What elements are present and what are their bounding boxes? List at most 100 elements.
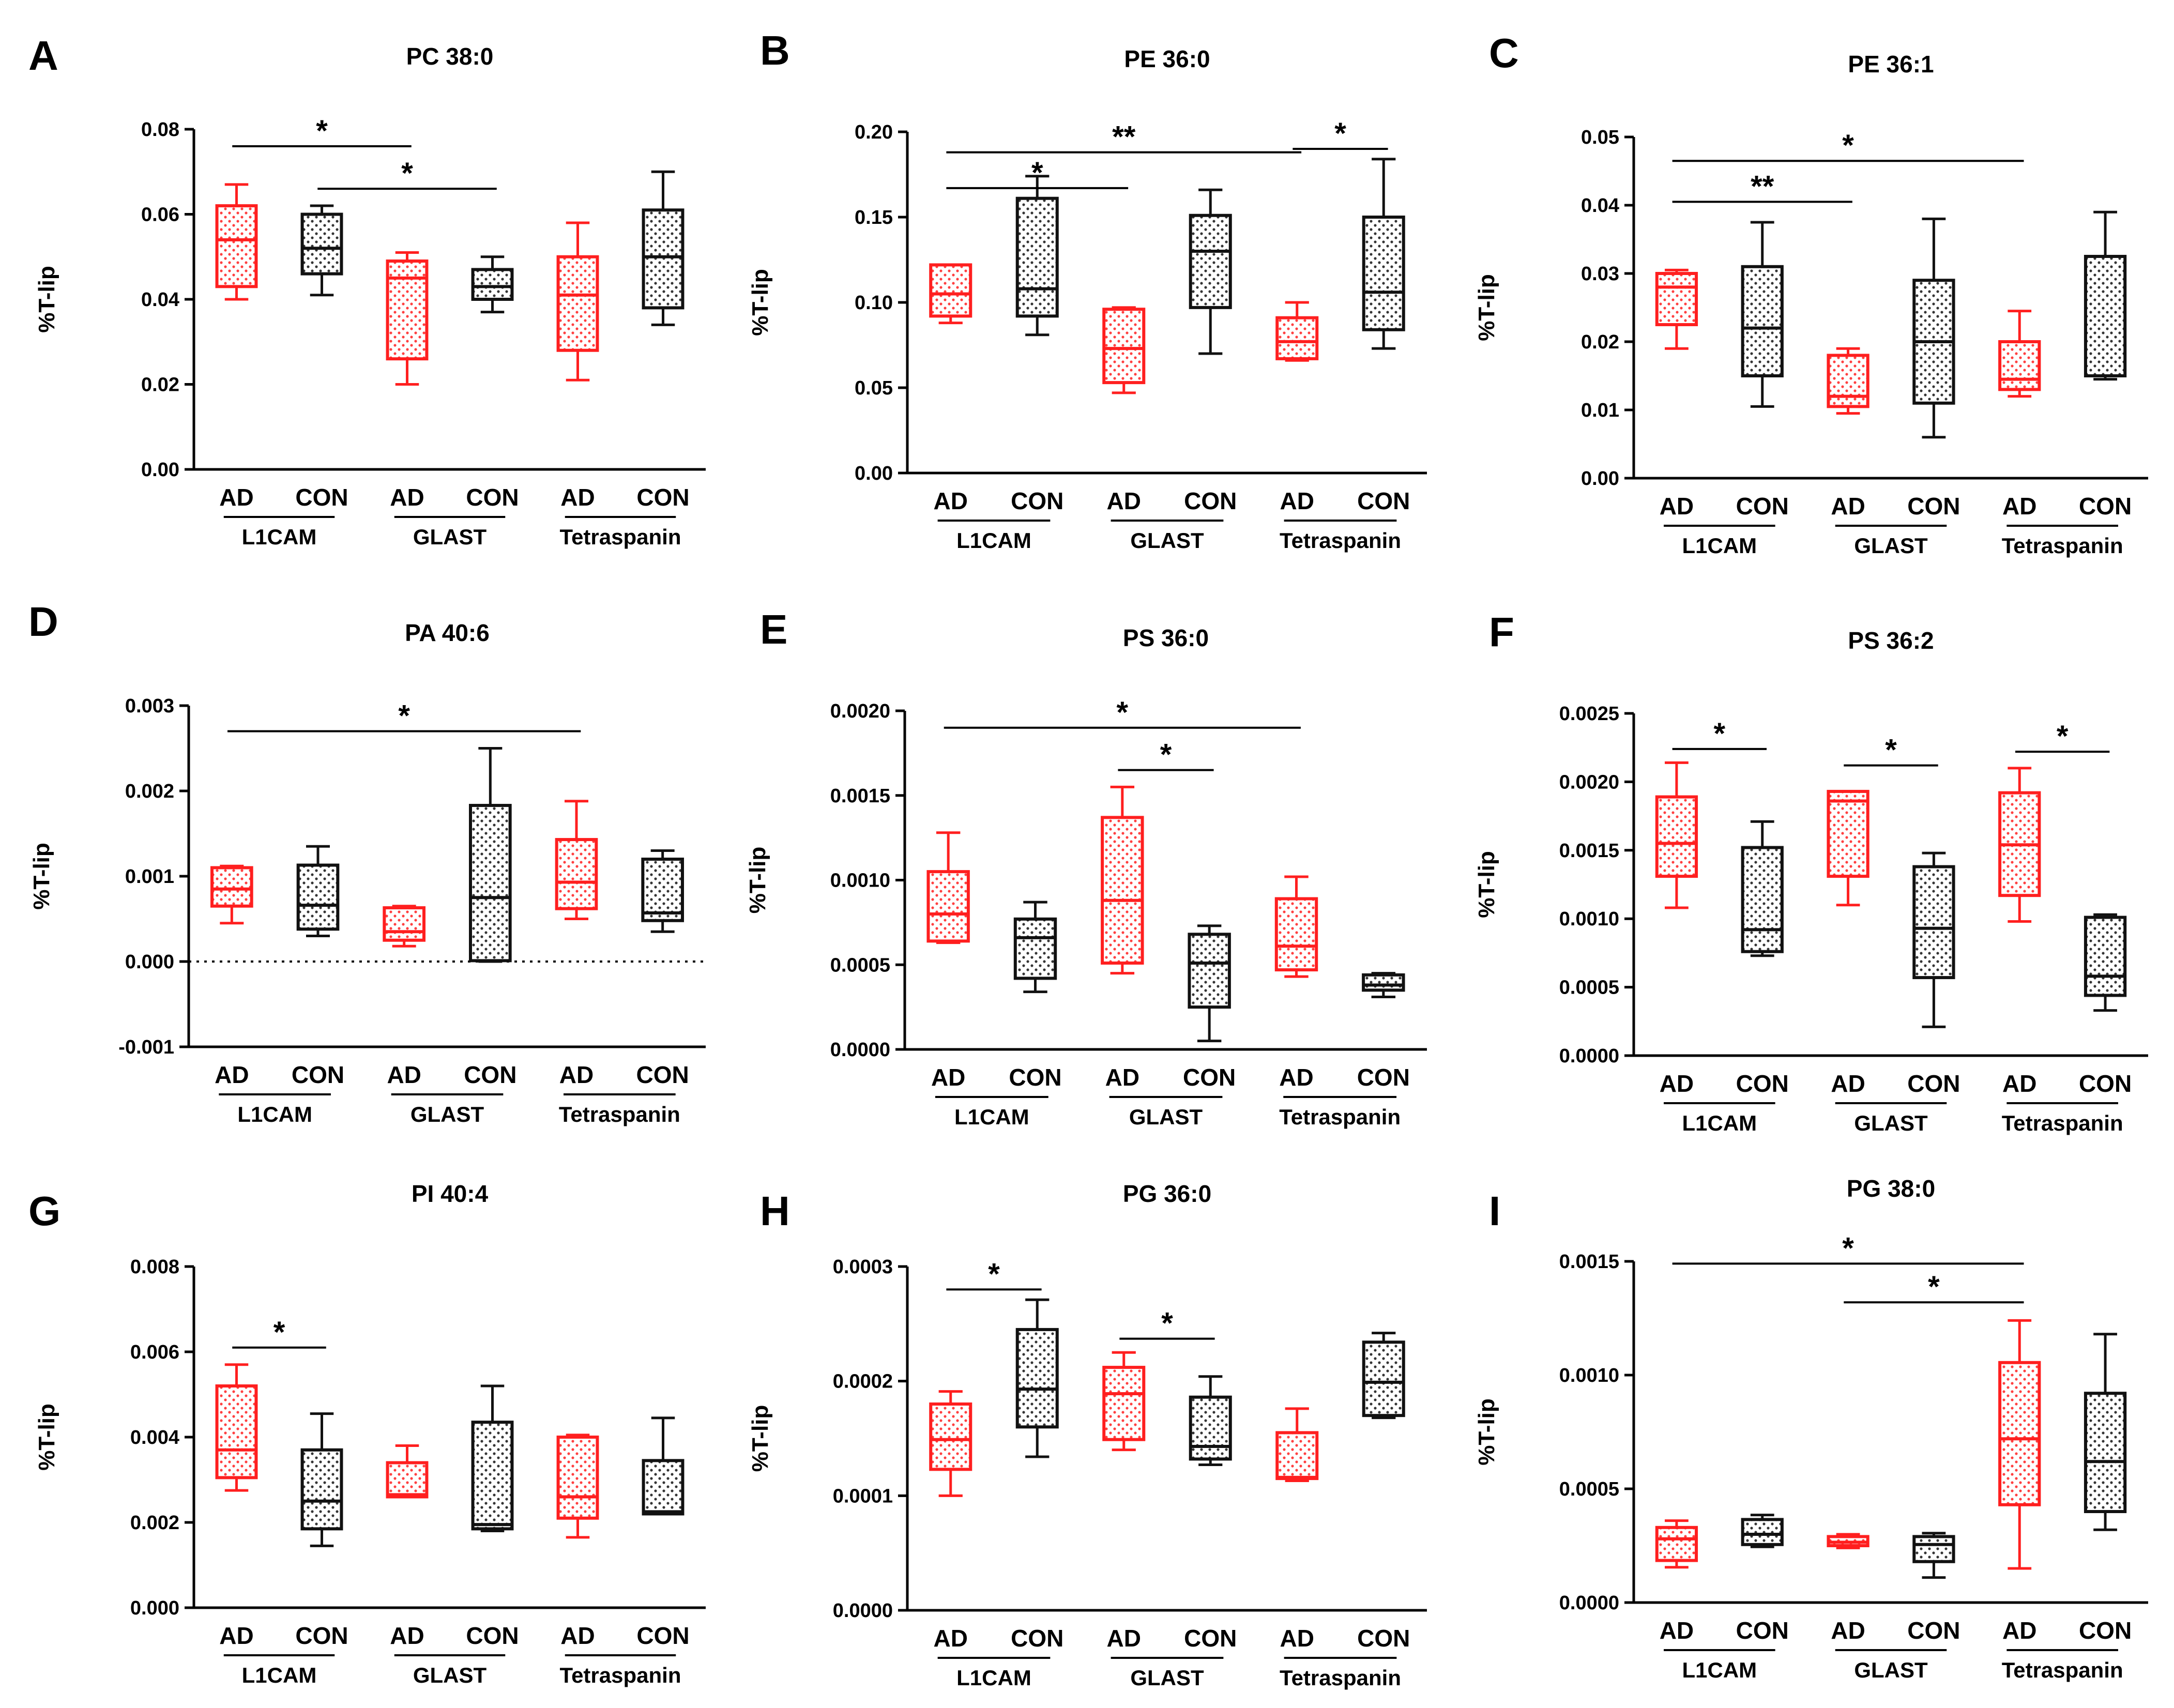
y-tick-label: 0.01 (1581, 400, 1619, 421)
x-category-label: CON (1011, 1625, 1063, 1652)
y-tick-label: 0.008 (130, 1256, 179, 1278)
x-category-label: AD (1660, 493, 1694, 520)
iqr-box (215, 204, 258, 288)
iqr-box (386, 1461, 429, 1499)
y-tick-label: 0.10 (855, 292, 893, 314)
y-tick-label: 0.0000 (1559, 1045, 1619, 1067)
iqr-box (2084, 916, 2127, 997)
y-tick-label: 0.00 (855, 463, 893, 484)
y-tick-label: 0.0005 (1559, 1478, 1619, 1500)
iqr-box (300, 1448, 343, 1531)
group-label: GLAST (413, 1663, 487, 1687)
x-category-label: AD (1831, 1070, 1865, 1097)
box-con (1912, 217, 1955, 439)
x-category-label: CON (1011, 487, 1063, 514)
box-con (1015, 175, 1059, 337)
panel-letter: F (1489, 609, 1514, 655)
x-category-label: AD (387, 1061, 421, 1088)
significance-label: * (1117, 696, 1129, 729)
y-tick-label: 0.002 (125, 781, 174, 802)
group-label: L1CAM (1682, 1111, 1757, 1135)
y-tick-label: 0.00 (141, 459, 179, 481)
group-label: L1CAM (956, 528, 1031, 553)
iqr-box (1274, 897, 1318, 972)
box-con (469, 747, 512, 963)
x-category-label: CON (1357, 1625, 1410, 1652)
x-category-label: AD (934, 487, 968, 514)
significance-label: ** (1112, 120, 1136, 154)
significance-label: * (273, 1316, 285, 1349)
box-con (1189, 188, 1232, 355)
x-category-label: AD (1105, 1064, 1139, 1091)
x-category-label: AD (219, 1622, 253, 1649)
y-tick-label: 0.001 (125, 866, 174, 888)
iqr-box (1362, 216, 1405, 331)
group-label: Tetraspanin (2002, 533, 2123, 558)
y-tick-label: 0.0015 (1559, 840, 1619, 862)
iqr-box (642, 208, 685, 310)
panel-letter: B (760, 27, 790, 73)
iqr-box (296, 863, 340, 931)
group-label: Tetraspanin (560, 1663, 681, 1687)
box-con (1015, 1298, 1059, 1458)
iqr-box (1741, 846, 1784, 953)
iqr-box (300, 212, 343, 276)
group-label: Tetraspanin (560, 525, 681, 549)
box-con (1741, 221, 1784, 408)
x-category-label: CON (1736, 493, 1789, 520)
group-label: GLAST (413, 525, 487, 549)
panel-title: PA 40:6 (405, 619, 490, 646)
panel-e: E PS 36:0 %T-lip 0.0000 0.0005 0.0010 0.0015 0.… (745, 606, 1427, 1129)
x-category-label: AD (1280, 1625, 1314, 1652)
significance-label: * (1842, 129, 1854, 162)
x-category-label: CON (2079, 1070, 2132, 1097)
box-con (1912, 1532, 1955, 1579)
x-category-label: AD (1660, 1617, 1694, 1644)
group-label: GLAST (1130, 1666, 1204, 1690)
x-category-label: AD (1280, 487, 1314, 514)
iqr-box (641, 858, 685, 922)
x-category-label: CON (1357, 487, 1410, 514)
panel-letter: C (1489, 30, 1519, 76)
y-tick-label: 0.0000 (830, 1039, 890, 1061)
x-category-label: CON (1184, 1625, 1237, 1652)
group-label: Tetraspanin (1279, 1105, 1401, 1129)
iqr-box (556, 1436, 599, 1520)
box-ad (556, 221, 599, 382)
y-tick-label: -0.001 (118, 1036, 174, 1058)
panel-title: PE 36:1 (1848, 51, 1934, 78)
iqr-box (1102, 308, 1146, 385)
y-tick-label: 0.003 (125, 695, 174, 717)
significance-label: * (1161, 1307, 1173, 1340)
y-tick-label: 0.0015 (830, 785, 890, 807)
x-category-label: CON (1907, 493, 1960, 520)
group-label: Tetraspanin (2002, 1658, 2123, 1682)
iqr-box (1998, 340, 2041, 391)
x-category-label: CON (1907, 1070, 1960, 1097)
y-tick-label: 0.0010 (830, 870, 890, 892)
y-tick-label: 0.004 (130, 1427, 179, 1448)
x-category-label: AD (1107, 1625, 1141, 1652)
y-tick-label: 0.0015 (1559, 1251, 1619, 1273)
x-category-label: CON (466, 1622, 519, 1649)
y-tick-label: 0.006 (130, 1341, 179, 1363)
box-con (471, 255, 514, 314)
box-ad (555, 800, 598, 920)
iqr-box (1015, 1328, 1059, 1429)
x-category-label: CON (636, 1061, 689, 1088)
x-category-label: AD (1279, 1064, 1313, 1091)
box-ad (1655, 761, 1698, 909)
x-category-label: AD (390, 484, 424, 511)
iqr-box (1655, 1526, 1698, 1562)
x-category-label: AD (215, 1061, 249, 1088)
y-tick-label: 0.0000 (1559, 1592, 1619, 1614)
group-label: GLAST (1130, 528, 1204, 553)
panel-letter: A (28, 33, 58, 79)
group-label: L1CAM (242, 525, 317, 549)
x-category-label: AD (2002, 493, 2036, 520)
box-con (1188, 924, 1231, 1043)
panel-f: F PS 36:2 %T-lip 0.0000 0.0005 0.0010 0.0015 0.… (1474, 609, 2148, 1135)
iqr-box (1362, 973, 1405, 992)
box-ad (1101, 785, 1144, 975)
